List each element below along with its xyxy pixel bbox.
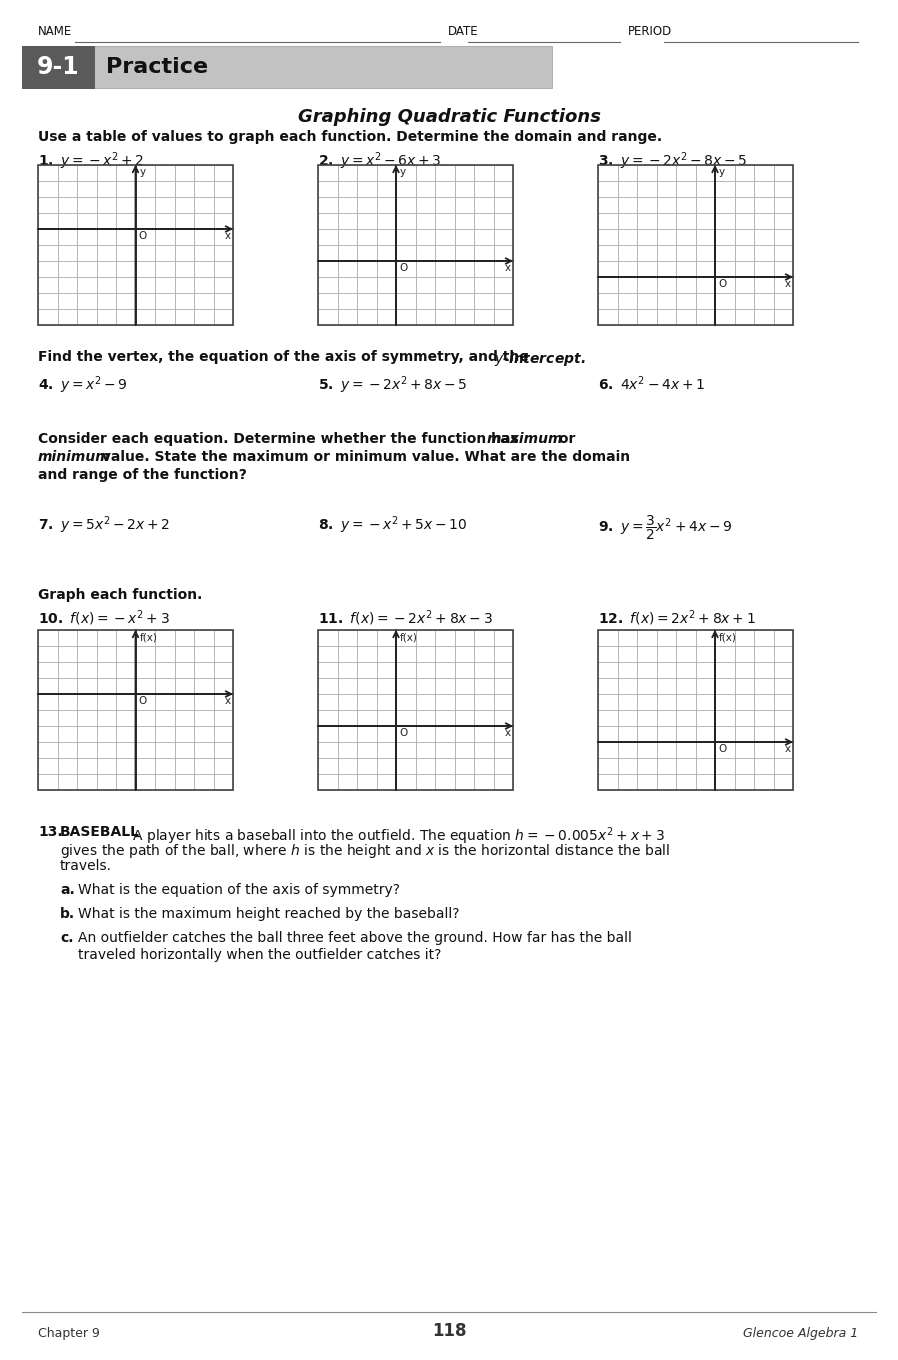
Text: Graph each function.: Graph each function. — [38, 588, 202, 602]
Text: 9-1: 9-1 — [37, 54, 79, 79]
Text: Find the vertex, the equation of the axis of symmetry, and the: Find the vertex, the equation of the axi… — [38, 350, 533, 364]
Text: $\mathbf{4.}\ y = x^2 - 9$: $\mathbf{4.}\ y = x^2 - 9$ — [38, 374, 128, 396]
Text: maximum: maximum — [487, 432, 564, 446]
Text: a.: a. — [60, 883, 75, 898]
Text: y: y — [719, 167, 725, 177]
Text: O: O — [399, 262, 408, 273]
Text: traveled horizontally when the outfielder catches it?: traveled horizontally when the outfielde… — [78, 948, 442, 962]
Bar — [598, 165, 793, 325]
Text: x: x — [224, 231, 231, 241]
Text: O: O — [399, 728, 408, 738]
Text: f(x): f(x) — [400, 632, 418, 642]
Bar — [318, 165, 513, 325]
Text: c.: c. — [60, 932, 74, 945]
Text: $\mathbf{1.}\ y = -x^2 + 2$: $\mathbf{1.}\ y = -x^2 + 2$ — [38, 150, 145, 171]
Text: value. State the maximum or minimum value. What are the domain: value. State the maximum or minimum valu… — [97, 450, 630, 464]
Text: x: x — [505, 262, 511, 273]
Text: Glencoe Algebra 1: Glencoe Algebra 1 — [743, 1327, 858, 1340]
Text: DATE: DATE — [448, 24, 479, 38]
Text: f(x): f(x) — [719, 632, 737, 642]
Bar — [38, 630, 233, 790]
Bar — [598, 630, 793, 790]
Bar — [318, 630, 513, 790]
Bar — [318, 630, 513, 790]
Text: or: or — [554, 432, 576, 446]
Text: f(x): f(x) — [139, 632, 157, 642]
Text: NAME: NAME — [38, 24, 72, 38]
Text: $\mathbf{7.}\ y = 5x^2 - 2x + 2$: $\mathbf{7.}\ y = 5x^2 - 2x + 2$ — [38, 514, 170, 536]
Text: O: O — [138, 696, 146, 706]
Text: BASEBALL: BASEBALL — [60, 826, 140, 839]
Text: Practice: Practice — [106, 57, 208, 78]
Text: Consider each equation. Determine whether the function has: Consider each equation. Determine whethe… — [38, 432, 524, 446]
Text: $\mathbf{8.}\ y = -x^2 + 5x - 10$: $\mathbf{8.}\ y = -x^2 + 5x - 10$ — [318, 514, 468, 536]
Text: O: O — [718, 744, 726, 753]
Bar — [598, 165, 793, 325]
Bar — [22, 46, 552, 88]
Text: $\mathbf{2.}\ y = x^2 - 6x + 3$: $\mathbf{2.}\ y = x^2 - 6x + 3$ — [318, 150, 442, 171]
Bar — [598, 630, 793, 790]
Text: What is the maximum height reached by the baseball?: What is the maximum height reached by th… — [78, 907, 460, 921]
Bar — [22, 46, 94, 88]
Text: A player hits a baseball into the outfield. The equation $h = -0.005x^2 + x + 3$: A player hits a baseball into the outfie… — [128, 826, 665, 846]
Text: minimum: minimum — [38, 450, 110, 464]
Text: 118: 118 — [432, 1322, 466, 1340]
Text: $\mathbf{12.}\ f(x) = 2x^2 + 8x + 1$: $\mathbf{12.}\ f(x) = 2x^2 + 8x + 1$ — [598, 608, 756, 627]
Text: $\mathbf{10.}\ f(x) = -x^2 + 3$: $\mathbf{10.}\ f(x) = -x^2 + 3$ — [38, 608, 170, 627]
Text: and range of the function?: and range of the function? — [38, 468, 247, 481]
Text: y: y — [400, 167, 406, 177]
Bar — [318, 165, 513, 325]
Bar — [38, 630, 233, 790]
Text: An outfielder catches the ball three feet above the ground. How far has the ball: An outfielder catches the ball three fee… — [78, 932, 632, 945]
Text: Use a table of values to graph each function. Determine the domain and range.: Use a table of values to graph each func… — [38, 131, 662, 144]
Text: gives the path of the ball, where $h$ is the height and $x$ is the horizontal di: gives the path of the ball, where $h$ is… — [60, 842, 671, 860]
Text: $\mathbf{3.}\ y = -2x^2 - 8x - 5$: $\mathbf{3.}\ y = -2x^2 - 8x - 5$ — [598, 150, 747, 171]
Text: $\mathbf{5.}\ y = -2x^2 + 8x - 5$: $\mathbf{5.}\ y = -2x^2 + 8x - 5$ — [318, 374, 467, 396]
Text: $\mathbf{6.}\ 4x^2 - 4x + 1$: $\mathbf{6.}\ 4x^2 - 4x + 1$ — [598, 374, 705, 393]
Text: x: x — [224, 696, 231, 706]
Text: x: x — [505, 728, 511, 738]
Bar — [38, 165, 233, 325]
Text: Chapter 9: Chapter 9 — [38, 1327, 100, 1340]
Text: y: y — [139, 167, 145, 177]
Text: O: O — [138, 231, 146, 241]
Text: travels.: travels. — [60, 860, 112, 873]
Text: Graphing Quadratic Functions: Graphing Quadratic Functions — [297, 107, 601, 126]
Text: PERIOD: PERIOD — [628, 24, 673, 38]
Text: b.: b. — [60, 907, 75, 921]
Text: $\mathbf{11.}\ f(x) = -2x^2 + 8x - 3$: $\mathbf{11.}\ f(x) = -2x^2 + 8x - 3$ — [318, 608, 493, 627]
Text: x: x — [785, 744, 791, 753]
Text: x: x — [785, 279, 791, 290]
Bar — [38, 165, 233, 325]
Text: O: O — [718, 279, 726, 290]
Text: What is the equation of the axis of symmetry?: What is the equation of the axis of symm… — [78, 883, 400, 898]
Text: $\mathbf{9.}\ y = \dfrac{3}{2}x^2 + 4x - 9$: $\mathbf{9.}\ y = \dfrac{3}{2}x^2 + 4x -… — [598, 514, 733, 543]
Text: 13.: 13. — [38, 826, 63, 839]
Text: $y$-intercept.: $y$-intercept. — [494, 350, 585, 369]
